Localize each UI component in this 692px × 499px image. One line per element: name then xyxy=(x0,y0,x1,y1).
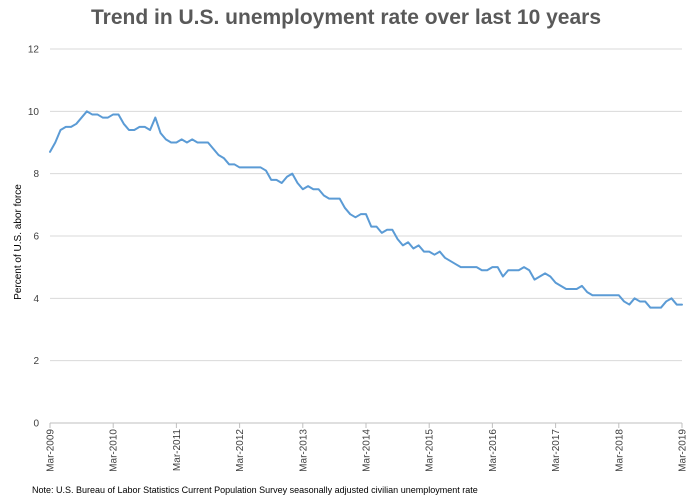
chart-title: Trend in U.S. unemployment rate over las… xyxy=(90,6,602,29)
x-tick-label: Mar-2010 xyxy=(109,429,120,472)
series-layer xyxy=(49,110,683,309)
y-axis-title: Percent of U.S. abor force xyxy=(13,184,24,300)
y-tick-label: 12 xyxy=(28,45,40,56)
x-tick-label: Mar-2009 xyxy=(46,429,57,472)
y-tick-label: 6 xyxy=(33,232,39,243)
y-axis-tick-labels: 0 2 4 6 8 10 12 xyxy=(28,45,40,430)
x-tick-label: Mar-2011 xyxy=(172,429,183,471)
x-tick-label: Mar-2015 xyxy=(425,429,436,472)
y-tick-label: 0 xyxy=(33,419,39,430)
y-tick-label: 4 xyxy=(33,294,39,305)
x-axis xyxy=(49,422,683,428)
x-tick-label: Mar-2014 xyxy=(362,429,373,472)
x-axis-tick-labels: Mar-2009 Mar-2010 Mar-2011 Mar-2012 Mar-2013… xyxy=(46,429,689,472)
x-tick-label: Mar-2012 xyxy=(235,429,246,472)
series-line-unemployment-rate xyxy=(49,110,683,309)
x-tick-label: Mar-2019 xyxy=(678,429,689,472)
x-tick-label: Mar-2017 xyxy=(551,429,562,472)
x-tick-label: Mar-2013 xyxy=(298,429,309,472)
x-tick-label: Mar-2016 xyxy=(488,429,499,472)
y-tick-label: 8 xyxy=(33,169,39,180)
chart-note: Note: U.S. Bureau of Labor Statistics Cu… xyxy=(32,485,478,495)
y-tick-label: 10 xyxy=(28,107,40,118)
gridlines xyxy=(50,48,682,362)
y-tick-label: 2 xyxy=(33,356,39,367)
x-tick-label: Mar-2018 xyxy=(614,429,625,472)
